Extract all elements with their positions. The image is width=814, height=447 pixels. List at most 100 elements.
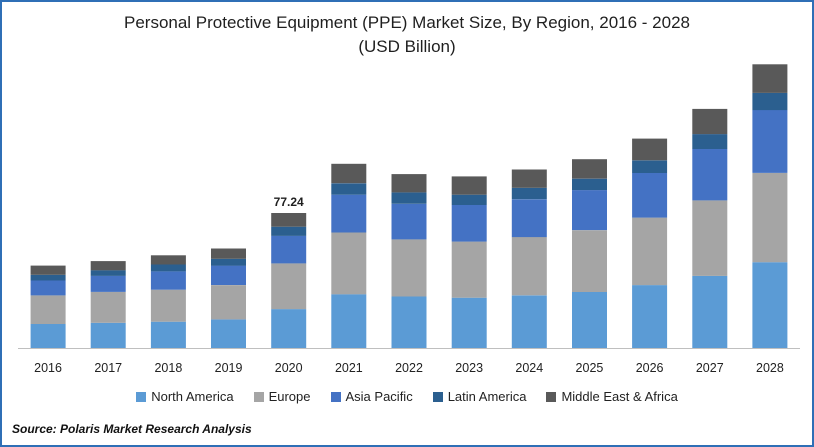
bar-segment [211, 285, 246, 320]
x-tick-label: 2025 [576, 361, 604, 375]
data-label: 77.24 [274, 195, 304, 209]
bar-segment [30, 295, 66, 324]
bar-segment [90, 261, 126, 271]
legend-label: Latin America [447, 389, 527, 404]
bar-segment [451, 241, 487, 298]
legend-swatch [136, 391, 147, 402]
bar-segment [511, 169, 547, 188]
legend-item: Middle East & Africa [546, 389, 678, 404]
source-note: Source: Polaris Market Research Analysis [12, 422, 252, 436]
bar-segment [90, 322, 126, 348]
bar-segment [90, 270, 126, 276]
bar-segment [30, 265, 66, 275]
bar-segment [150, 255, 186, 265]
legend-item: Latin America [432, 389, 527, 404]
bar-segment [511, 199, 547, 238]
bar-segment [271, 263, 307, 310]
x-tick-label: 2020 [275, 361, 303, 375]
x-tick-label: 2018 [154, 361, 182, 375]
x-tick-label: 2024 [515, 361, 543, 375]
legend-swatch [546, 391, 557, 402]
bar-segment [752, 64, 788, 93]
bar-segment [752, 173, 788, 263]
legend-label: Middle East & Africa [561, 389, 678, 404]
bar-segment [511, 237, 547, 296]
bar-segment [30, 324, 66, 348]
bar-segment [692, 148, 728, 201]
bar-segment [451, 297, 487, 348]
x-tick-label: 2017 [94, 361, 122, 375]
bar-segment [391, 174, 427, 193]
bar-segment [211, 248, 246, 259]
bar-segment [331, 294, 367, 348]
bar-segment [150, 264, 186, 272]
x-tick-label: 2019 [215, 361, 243, 375]
bar-segment [511, 187, 547, 200]
bar-segment [632, 217, 668, 286]
legend-item: North America [136, 389, 234, 404]
legend-label: Europe [268, 389, 311, 404]
x-tick-label: 2026 [636, 361, 664, 375]
legend-swatch [432, 391, 443, 402]
bar-segment [572, 178, 607, 191]
legend-swatch [330, 391, 341, 402]
bar-segment [30, 280, 66, 296]
legend-label: North America [151, 389, 234, 404]
bar-segment [572, 291, 607, 348]
plot-area: 2016 2017 2018 2019 77.24 2020 2021 2022 2023 202… [18, 64, 800, 375]
bar-segment [211, 319, 246, 348]
legend-item: Asia Pacific [330, 389, 413, 404]
bar-segment [391, 203, 427, 240]
bar-segment [572, 159, 607, 179]
bar-segment [150, 289, 186, 322]
bar-segment [271, 213, 307, 227]
bar-segment [572, 190, 607, 231]
bar-segment [692, 275, 728, 348]
bar-segment [391, 192, 427, 204]
bar-segment [391, 239, 427, 297]
bar-segment [632, 285, 668, 348]
bar-segment [572, 230, 607, 292]
x-tick-label: 2027 [696, 361, 724, 375]
legend: North America Europe Asia Pacific Latin Ame… [2, 389, 812, 404]
bar-segment [692, 200, 728, 276]
bar-segment [692, 134, 728, 149]
bar-segment [150, 321, 186, 348]
bar-segment [211, 265, 246, 285]
x-tick-label: 2022 [395, 361, 423, 375]
chart-subtitle: (USD Billion) [358, 37, 456, 56]
x-tick-label: 2028 [756, 361, 784, 375]
bar-segment [752, 110, 788, 173]
x-tick-label: 2023 [455, 361, 483, 375]
bar-segment [752, 92, 788, 111]
bar-segment [331, 163, 367, 184]
legend-swatch [253, 391, 264, 402]
bar-segment [391, 296, 427, 348]
bar-segment [331, 194, 367, 233]
bar-segment [692, 108, 728, 135]
bar-segment [511, 295, 547, 348]
legend-label: Asia Pacific [345, 389, 413, 404]
legend-item: Europe [253, 389, 311, 404]
bar-segment [331, 183, 367, 195]
bar-segment [331, 232, 367, 295]
bar-segment [271, 235, 307, 264]
bar-segment [90, 291, 126, 323]
bar-segment [271, 226, 307, 236]
chart-title: Personal Protective Equipment (PPE) Mark… [123, 13, 690, 32]
bar-segment [271, 309, 307, 348]
x-tick-label: 2016 [34, 361, 62, 375]
bar-segment [30, 274, 66, 281]
bar-segment [752, 262, 788, 348]
bar-segment [632, 173, 668, 218]
bar-segment [632, 138, 668, 161]
bar-segment [150, 271, 186, 290]
bar-segment [90, 275, 126, 292]
bar-segment [451, 176, 487, 195]
bar-segment [632, 160, 668, 173]
bar-segment [451, 205, 487, 242]
bar-segment [211, 258, 246, 266]
bar-segment [451, 194, 487, 205]
x-tick-label: 2021 [335, 361, 363, 375]
